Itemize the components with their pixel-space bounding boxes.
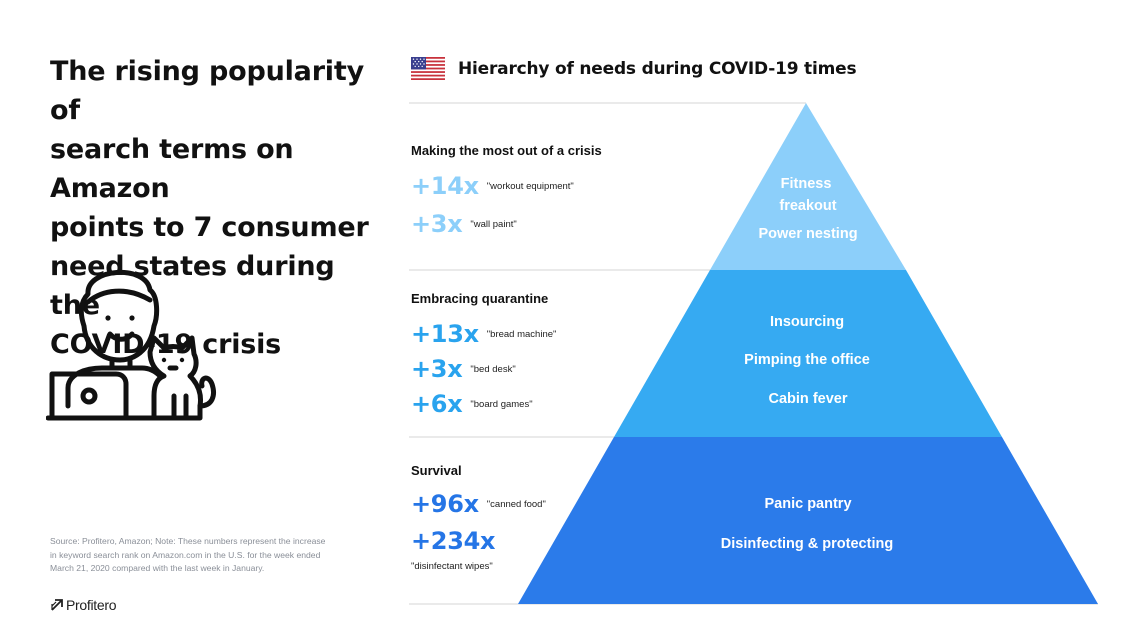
- stat-multiplier: +3x: [411, 210, 463, 238]
- section-title-bottom: Survival: [411, 463, 462, 478]
- source-note-line: in keyword search rank on Amazon.com in …: [50, 549, 321, 560]
- source-note: Source: Profitero, Amazon; Note: These n…: [50, 535, 355, 576]
- tier-label: Fitness: [780, 176, 832, 192]
- chart-title: Hierarchy of needs during COVID-19 times: [458, 59, 857, 79]
- stat-row: +3x "wall paint": [411, 210, 517, 238]
- pyramid-tier-bottom: [518, 437, 1098, 604]
- headline-line: search terms on Amazon: [50, 134, 294, 204]
- profitero-logo-mark-icon: [51, 599, 63, 611]
- pyramid-tier-middle: [614, 270, 1002, 437]
- tier-label: Cabin fever: [768, 391, 848, 407]
- stat-term: "canned food": [486, 498, 546, 510]
- source-note-line: Source: Profitero, Amazon; Note: These n…: [50, 536, 326, 546]
- stat-multiplier: +234x: [411, 527, 496, 555]
- tier-label: Panic pantry: [764, 496, 852, 512]
- stat-term: "disinfectant wipes": [411, 561, 493, 572]
- stat-multiplier: +3x: [411, 355, 463, 383]
- section-title-middle: Embracing quarantine: [411, 291, 549, 306]
- stat-row: +3x "bed desk": [411, 355, 516, 383]
- source-note-line: March 21, 2020 compared with the last we…: [50, 563, 265, 573]
- stat-row: +234x: [411, 527, 496, 555]
- headline: The rising popularity of search terms on…: [50, 52, 380, 364]
- section-title-top: Making the most out of a crisis: [411, 143, 602, 158]
- profitero-logo-text: Profitero: [66, 597, 117, 613]
- stat-multiplier: +13x: [411, 320, 479, 348]
- stat-row: +14x "workout equipment": [411, 172, 574, 200]
- pyramid-tier-top: [710, 103, 906, 270]
- tier-label: Power nesting: [758, 226, 858, 242]
- stat-term: "bed desk": [470, 363, 516, 375]
- stat-row: +96x "canned food": [411, 490, 546, 518]
- headline-line: The rising popularity of: [50, 56, 364, 126]
- us-flag-icon: [411, 57, 445, 80]
- stat-term: "wall paint": [470, 218, 517, 230]
- stat-row: +13x "bread machine": [411, 320, 556, 348]
- tier-label: freakout: [779, 198, 837, 214]
- stat-term: "bread machine": [486, 328, 557, 340]
- stat-term: "workout equipment": [486, 180, 574, 192]
- profitero-logo: Profitero: [50, 596, 117, 614]
- stat-multiplier: +96x: [411, 490, 479, 518]
- stat-term: "board games": [470, 398, 533, 410]
- tier-label: Disinfecting & protecting: [720, 536, 894, 552]
- stat-row: +6x "board games": [411, 390, 533, 418]
- stat-multiplier: +14x: [411, 172, 479, 200]
- stat-multiplier: +6x: [411, 390, 463, 418]
- person-with-laptop-and-cat-icon: [46, 269, 216, 421]
- tier-label: Insourcing: [769, 314, 845, 330]
- headline-line: points to 7 consumer: [50, 212, 369, 243]
- tier-label: Pimping the office: [744, 352, 870, 368]
